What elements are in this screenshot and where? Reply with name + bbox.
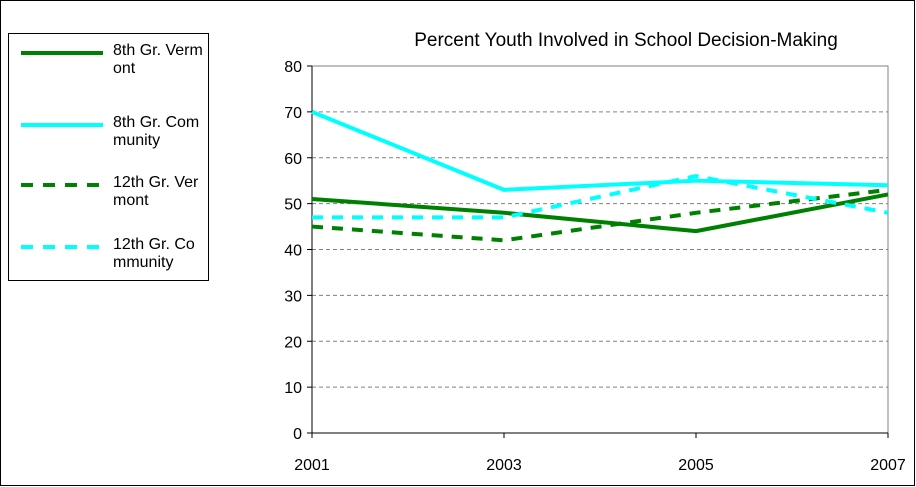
series-line-3 [311, 187, 889, 243]
x-tick-label: 2007 [870, 457, 906, 474]
y-tick-label: 0 [293, 426, 302, 443]
series-line-1 [311, 192, 889, 234]
legend-label: 8th Gr. Vermont [113, 42, 203, 77]
legend-swatch [21, 51, 103, 55]
legend-label: 12th Gr. Community [113, 236, 195, 271]
legend-label: 8th Gr. Community [113, 114, 200, 149]
series-line-2 [311, 110, 889, 192]
y-tick-label: 40 [284, 243, 302, 260]
y-tick-label: 10 [284, 380, 302, 397]
y-tick-label: 60 [284, 151, 302, 168]
y-tick-label: 20 [284, 334, 302, 351]
legend-label: 12th Gr. Vermont [113, 174, 199, 209]
x-tick-label: 2001 [294, 457, 330, 474]
legend-items: 8th Gr. Vermont 8th Gr. Community 12th Gr.… [9, 34, 208, 280]
x-tick-label: 2003 [486, 457, 522, 474]
legend-swatch [21, 245, 103, 249]
series-line-4 [312, 174, 889, 220]
legend-swatch [21, 183, 103, 187]
y-tick-label: 80 [284, 59, 302, 76]
y-tick-label: 50 [284, 197, 302, 214]
legend-swatch [21, 123, 103, 127]
legend: 8th Gr. Vermont 8th Gr. Community 12th Gr.… [8, 33, 209, 281]
chart-title: Percent Youth Involved in School Decisio… [414, 30, 838, 51]
y-tick-label: 70 [284, 105, 302, 122]
plot-area: 0 10 20 30 40 50 60 70 80 2001 2003 2005 2007 [284, 59, 906, 474]
x-tick-label: 2005 [678, 457, 714, 474]
y-tick-label: 30 [284, 288, 302, 305]
